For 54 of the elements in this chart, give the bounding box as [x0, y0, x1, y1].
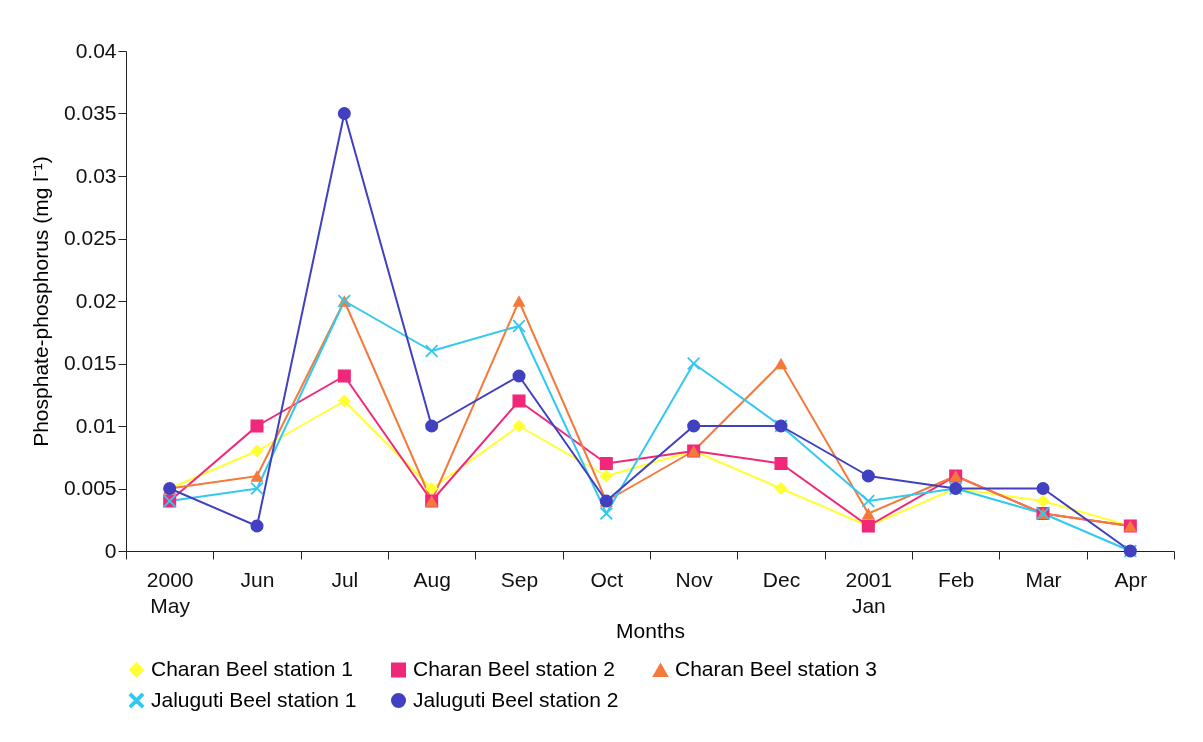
point: [774, 357, 788, 370]
point: [337, 369, 351, 383]
x-tick-label: Feb: [938, 567, 975, 591]
legend-label: Jaluguti Beel station 2: [413, 687, 619, 711]
point: [250, 444, 264, 458]
point: [512, 295, 526, 307]
legend-label: Jaluguti Beel station 1: [151, 687, 357, 711]
y-tick-label: 0.035: [63, 101, 117, 124]
x-tick-label: Dec: [762, 567, 801, 591]
point: [687, 419, 701, 433]
point: [425, 481, 439, 496]
x-tick-label: Jun: [240, 567, 275, 591]
x-tick-label: Nov: [675, 567, 714, 591]
y-tick-label: 0.005: [63, 476, 117, 499]
point: [1036, 494, 1050, 508]
y-tick-label: 0.04: [75, 38, 117, 62]
y-axis-title: Phosphate-phosphorus (mg l⁻¹): [28, 156, 52, 447]
point: [512, 394, 526, 408]
point: [425, 419, 439, 433]
y-tick-label: 0.015: [63, 351, 117, 374]
x-tick-label: Apr: [1114, 567, 1148, 591]
x-tick-label: 2001 Jan: [845, 567, 893, 617]
x-tick-label: Sep: [500, 567, 539, 591]
point: [599, 469, 613, 483]
point: [250, 419, 264, 433]
point: [774, 456, 788, 471]
y-tick-label: 0.02: [75, 288, 117, 312]
point: [337, 106, 351, 121]
point: [250, 519, 264, 533]
legend-label: Charan Beel station 1: [151, 656, 353, 680]
x-tick-label: Mar: [1025, 567, 1062, 591]
point: [337, 394, 351, 408]
point: [861, 469, 875, 483]
y-tick-label: 0.025: [63, 226, 117, 249]
point: [599, 456, 613, 471]
point: [512, 419, 526, 433]
point: [774, 481, 788, 496]
point: [512, 319, 526, 333]
point: [1036, 481, 1050, 496]
point: [512, 369, 526, 383]
point: [687, 356, 701, 371]
y-tick-label: 0.01: [75, 413, 117, 437]
x-tick-label: Aug: [413, 567, 451, 591]
point: [599, 506, 613, 521]
x-axis-title: Months: [616, 618, 685, 642]
x-tick-label: 2000 May: [146, 567, 194, 617]
y-tick-label: 0: [104, 538, 117, 562]
x-tick-label: Jul: [331, 567, 359, 591]
legend-label: Charan Beel station 2: [413, 656, 615, 680]
y-tick-label: 0.03: [75, 163, 117, 187]
x-tick-label: Oct: [590, 567, 624, 591]
legend-label: Charan Beel station 3: [675, 657, 877, 681]
point: [250, 470, 264, 482]
point: [861, 507, 875, 520]
